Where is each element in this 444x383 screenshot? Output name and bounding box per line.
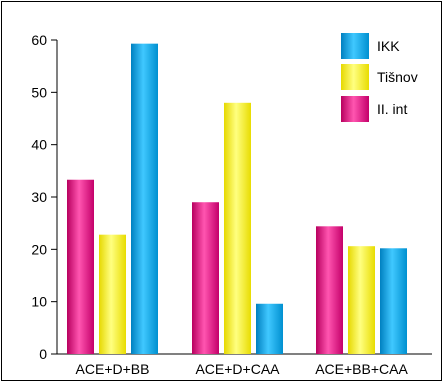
legend-label: Tišnov: [377, 69, 418, 85]
category-labels: ACE+D+BB ACE+D+CAA ACE+BB+CAA: [76, 361, 409, 377]
y-tick-label: 20: [31, 241, 47, 257]
legend-swatch: [341, 33, 369, 59]
bar-ii-int-0: [67, 179, 94, 354]
y-tick-label: 0: [39, 346, 47, 362]
bar-ikk-1: [256, 303, 283, 354]
bar-ikk-2: [380, 248, 407, 354]
legend: IKK Tišnov II. int: [341, 33, 418, 122]
bar-ikk-0: [131, 43, 158, 355]
y-tick-label: 50: [31, 84, 47, 100]
legend-swatch: [341, 96, 369, 122]
y-tick-label: 40: [31, 137, 47, 153]
bars: [67, 43, 407, 355]
y-tick-label: 60: [31, 32, 47, 48]
legend-label: IKK: [377, 38, 400, 54]
bar-ti-nov-0: [99, 234, 126, 354]
y-tick-label: 30: [31, 189, 47, 205]
legend-swatch: [341, 64, 369, 90]
x-category-label: ACE+BB+CAA: [315, 361, 408, 377]
bar-ti-nov-2: [348, 246, 375, 354]
bar-ii-int-2: [316, 226, 343, 354]
x-category-label: ACE+D+CAA: [195, 361, 280, 377]
bar-ti-nov-1: [224, 102, 251, 354]
x-category-label: ACE+D+BB: [76, 361, 150, 377]
bar-ii-int-1: [192, 202, 219, 354]
y-tick-label: 10: [31, 294, 47, 310]
legend-label: II. int: [377, 101, 407, 117]
